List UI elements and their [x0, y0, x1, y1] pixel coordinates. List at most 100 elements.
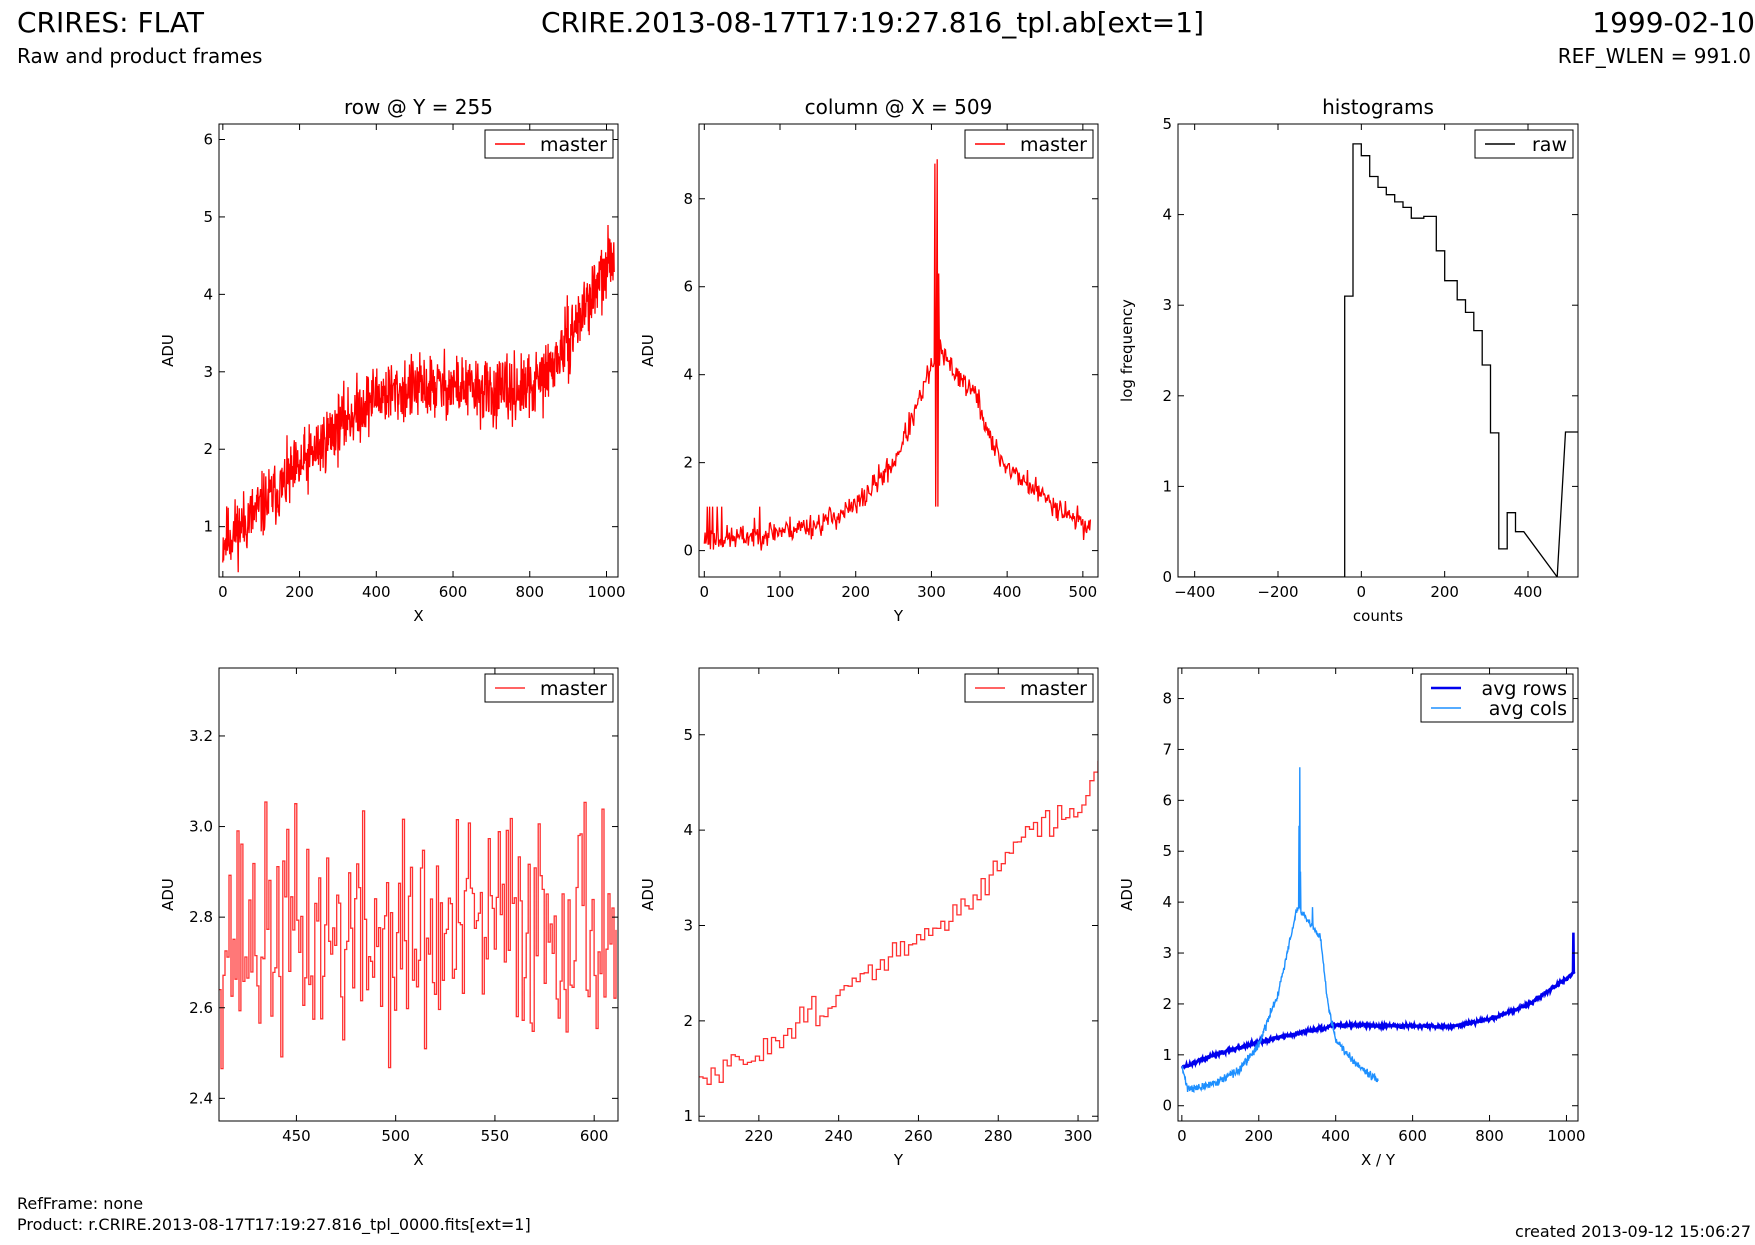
- chart-title: column @ X = 509: [805, 95, 993, 119]
- y-tick-label: 7: [1162, 740, 1172, 758]
- y-tick-label: 3: [1162, 296, 1172, 314]
- x-tick-label: 200: [841, 583, 870, 601]
- x-tick-label: 450: [282, 1127, 311, 1145]
- y-tick-label: 0: [683, 542, 693, 560]
- y-tick-label: 5: [1162, 842, 1172, 860]
- chart-panel-2: 0 100 200 300 400 500 0 2 4 6 8 column @ X = 509 Y AD…: [639, 95, 1099, 625]
- series-line-master: [699, 760, 1098, 1085]
- x-tick-label: 500: [381, 1127, 410, 1145]
- x-tick-label: −400: [1174, 583, 1215, 601]
- chart-title: histograms: [1322, 95, 1434, 119]
- y-tick-label: 2.8: [189, 908, 213, 926]
- y-axis-label: ADU: [159, 878, 177, 911]
- ref-wlen-label: REF_WLEN = 991.0: [1557, 44, 1751, 68]
- x-tick-label: 600: [1398, 1127, 1427, 1145]
- chart-panel-4: 450 500 550 600 2.4 2.6 2.8 3.0 3.2 X ADU master: [159, 667, 619, 1169]
- x-tick-label: 220: [745, 1127, 774, 1145]
- axes-frame: [1177, 667, 1579, 1122]
- x-tick-label: 0: [218, 583, 228, 601]
- page-subtitle: Raw and product frames: [17, 44, 263, 68]
- x-tick-label: 200: [1430, 583, 1459, 601]
- x-axis-label: Y: [893, 607, 904, 625]
- y-tick-label: 2.4: [189, 1089, 213, 1107]
- y-tick-label: 6: [203, 130, 213, 148]
- axes-frame: [218, 667, 619, 1122]
- legend-entry: avg rows: [1482, 678, 1567, 700]
- series-line-avg-cols: [1181, 767, 1379, 1094]
- y-tick-label: 1: [203, 518, 213, 536]
- x-tick-label: 280: [984, 1127, 1013, 1145]
- x-tick-label: 400: [1321, 1127, 1350, 1145]
- x-tick-label: 260: [904, 1127, 933, 1145]
- y-tick-label: 3.2: [189, 727, 213, 745]
- y-tick-label: 8: [1162, 690, 1172, 708]
- y-tick-label: 3.0: [189, 818, 213, 836]
- x-axis-label: Y: [893, 1151, 904, 1169]
- x-tick-label: 300: [917, 583, 946, 601]
- legend-entry: master: [1020, 134, 1087, 156]
- legend: master: [484, 129, 614, 159]
- x-tick-label: 400: [1514, 583, 1543, 601]
- chart-panel-1: 0 200 400 600 800 1000 1 2 3 4 5 6 row @ Y = 255 X ADU…: [159, 95, 626, 625]
- axes-frame: [218, 123, 619, 578]
- x-tick-label: 0: [700, 583, 710, 601]
- ref-frame-label: RefFrame: none: [17, 1194, 144, 1213]
- x-tick-label: 0: [1177, 1127, 1187, 1145]
- page-title-left: CRIRES: FLAT: [17, 6, 204, 39]
- y-tick-label: 2: [1162, 387, 1172, 405]
- y-tick-label: 3: [683, 916, 693, 934]
- series-line-master: [219, 801, 617, 1070]
- x-tick-label: 550: [481, 1127, 510, 1145]
- y-tick-label: 2.6: [189, 999, 213, 1017]
- page-title-date: 1999-02-10: [1592, 6, 1755, 39]
- y-tick-label: 6: [683, 278, 693, 296]
- x-tick-label: 0: [1357, 583, 1367, 601]
- x-tick-label: 1000: [1547, 1127, 1585, 1145]
- y-tick-label: 4: [683, 821, 693, 839]
- x-tick-label: 200: [1244, 1127, 1273, 1145]
- x-tick-label: 200: [285, 583, 314, 601]
- y-tick-label: 2: [203, 440, 213, 458]
- y-tick-label: 0: [1162, 1097, 1172, 1115]
- x-tick-label: 1000: [587, 583, 625, 601]
- y-tick-label: 4: [683, 366, 693, 384]
- x-tick-label: 500: [1069, 583, 1098, 601]
- y-tick-label: 1: [683, 1107, 693, 1125]
- series-line-master: [222, 224, 615, 573]
- x-axis-label: X / Y: [1361, 1151, 1396, 1169]
- y-tick-label: 3: [203, 363, 213, 381]
- chart-panel-3: −400 −200 0 200 400 0 1 2 3 4 5 histograms counts log…: [1118, 95, 1579, 625]
- legend-entry: master: [1020, 678, 1087, 700]
- y-tick-label: 0: [1162, 568, 1172, 586]
- x-axis-label: X: [413, 607, 423, 625]
- y-tick-label: 6: [1162, 791, 1172, 809]
- legend-entry: master: [540, 134, 607, 156]
- x-tick-label: 300: [1064, 1127, 1093, 1145]
- y-tick-label: 2: [683, 454, 693, 472]
- legend: master: [484, 673, 614, 703]
- axes-frame: [698, 667, 1099, 1122]
- y-tick-label: 4: [1162, 206, 1172, 224]
- x-tick-label: −200: [1257, 583, 1298, 601]
- x-tick-label: 600: [439, 583, 468, 601]
- series-line-avg-rows: [1180, 932, 1576, 1070]
- y-axis-label: ADU: [639, 334, 657, 367]
- legend: master: [964, 673, 1094, 703]
- created-label: created 2013-09-12 15:06:27: [1515, 1222, 1751, 1241]
- legend-entry: raw: [1532, 134, 1567, 156]
- product-label: Product: r.CRIRE.2013-08-17T17:19:27.816…: [17, 1215, 531, 1234]
- page-title-center: CRIRE.2013-08-17T17:19:27.816_tpl.ab[ext…: [541, 6, 1205, 39]
- x-axis-label: X: [413, 1151, 423, 1169]
- chart-panel-5: 220 240 260 280 300 1 2 3 4 5 Y ADU master: [639, 667, 1099, 1169]
- y-tick-label: 1: [1162, 1046, 1172, 1064]
- x-tick-label: 600: [580, 1127, 609, 1145]
- x-tick-label: 240: [824, 1127, 853, 1145]
- x-tick-label: 400: [993, 583, 1022, 601]
- axes-frame: [1177, 123, 1579, 578]
- x-tick-label: 800: [1475, 1127, 1504, 1145]
- y-axis-label: ADU: [159, 334, 177, 367]
- y-tick-label: 2: [1162, 995, 1172, 1013]
- x-tick-label: 400: [362, 583, 391, 601]
- x-tick-label: 100: [766, 583, 795, 601]
